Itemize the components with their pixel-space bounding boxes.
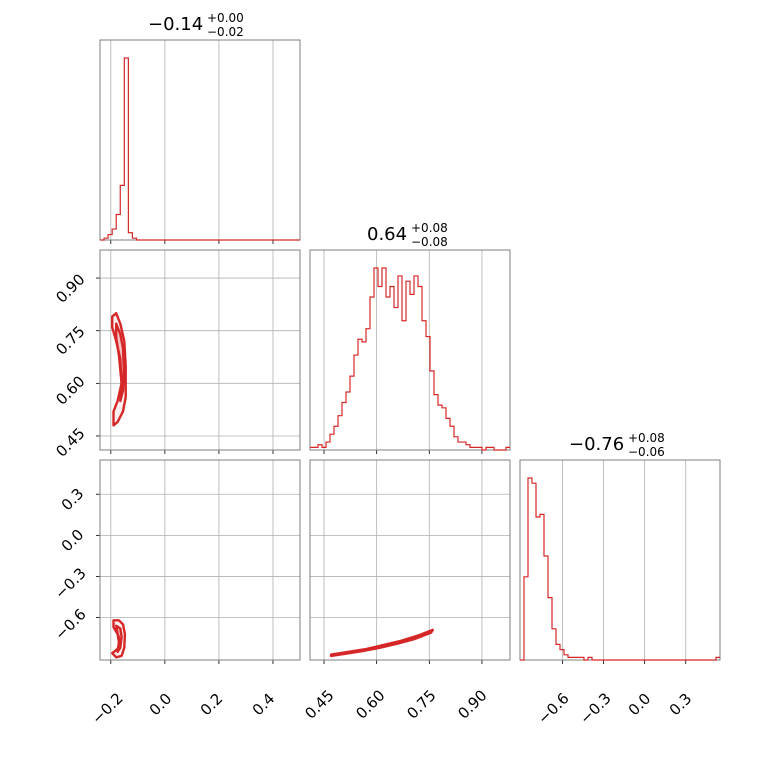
panel-0-2 [96,459,301,664]
title-p1-upper: +0.08 [411,221,448,235]
xtick-label-p0-0: −0.2 [88,689,126,727]
panel-0-0 [99,39,301,244]
title-p0-median: −0.14 [148,14,203,35]
panel-frame-0-0 [99,39,301,241]
title-p2-upper: +0.08 [628,431,665,445]
contour-p2_vs_p0-inner [114,624,123,653]
xtick-label-p0-2: 0.2 [197,690,227,720]
xtick-label-p1-3: 0.90 [454,686,490,722]
panel-1-1 [309,249,511,454]
panel-frame-0-2 [99,459,301,661]
xtick-labels-p2: −0.6 −0.3 0.0 0.3 [534,689,695,727]
panel-frame-0-1 [99,249,301,451]
contour-p1_vs_p0-inner [114,322,126,403]
histogram-p2 [520,477,720,661]
xtick-label-p1-1: 0.60 [352,686,388,722]
ytick-label-p1-1: 0.60 [52,372,88,408]
title-p0-lower: −0.02 [207,25,244,39]
ytick-labels-p1: 0.45 0.60 0.75 0.90 [52,270,88,460]
title-p2-median: −0.76 [569,434,624,455]
xtick-label-p0-1: 0.0 [146,690,176,720]
histogram-p0 [100,57,300,241]
ytick-label-p1-3: 0.90 [52,270,88,306]
ytick-label-p2-0: −0.6 [51,605,89,643]
ytick-labels-p2: −0.6 −0.3 0.0 0.3 [51,485,89,644]
ytick-label-p1-0: 0.45 [52,424,88,460]
title-p1-median: 0.64 [367,224,407,245]
title-p0-upper: +0.00 [207,11,244,25]
ytick-label-p2-3: 0.3 [58,485,88,515]
xtick-label-p2-3: 0.3 [666,690,696,720]
ytick-label-p2-2: 0.0 [58,526,88,556]
histogram-p1 [310,267,510,451]
panel-frame-1-2 [309,459,511,661]
xtick-labels-p1: 0.45 0.60 0.75 0.90 [301,686,490,722]
xtick-label-p1-0: 0.45 [301,686,337,722]
xtick-label-p2-2: 0.0 [625,690,655,720]
panel-1-2 [309,459,511,664]
panel-0-1 [96,249,301,454]
title-p1-lower: −0.08 [411,235,448,249]
ytick-label-p1-2: 0.75 [52,322,88,358]
panel-2-2 [519,459,721,664]
xtick-labels-p0: −0.2 0.0 0.2 0.4 [88,689,278,727]
xtick-label-p2-1: −0.3 [576,689,614,727]
contour-p2_vs_p1-band [329,628,434,658]
xtick-label-p0-3: 0.4 [249,690,279,720]
ytick-label-p2-1: −0.3 [51,564,89,602]
title-p2-lower: −0.06 [628,445,665,459]
xtick-label-p1-2: 0.75 [403,686,439,722]
xtick-label-p2-0: −0.6 [534,689,572,727]
panel-frame-1-1 [309,249,511,451]
panel-frame-2-2 [519,459,721,661]
